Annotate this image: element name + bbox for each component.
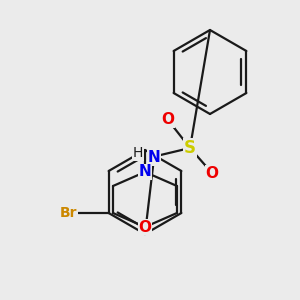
Text: O: O: [161, 112, 175, 128]
Text: O: O: [139, 220, 152, 235]
Text: H: H: [133, 146, 143, 160]
Text: Br: Br: [60, 206, 77, 220]
Text: N: N: [139, 164, 152, 179]
Text: N: N: [148, 151, 160, 166]
Text: O: O: [206, 166, 218, 181]
Text: S: S: [184, 139, 196, 157]
